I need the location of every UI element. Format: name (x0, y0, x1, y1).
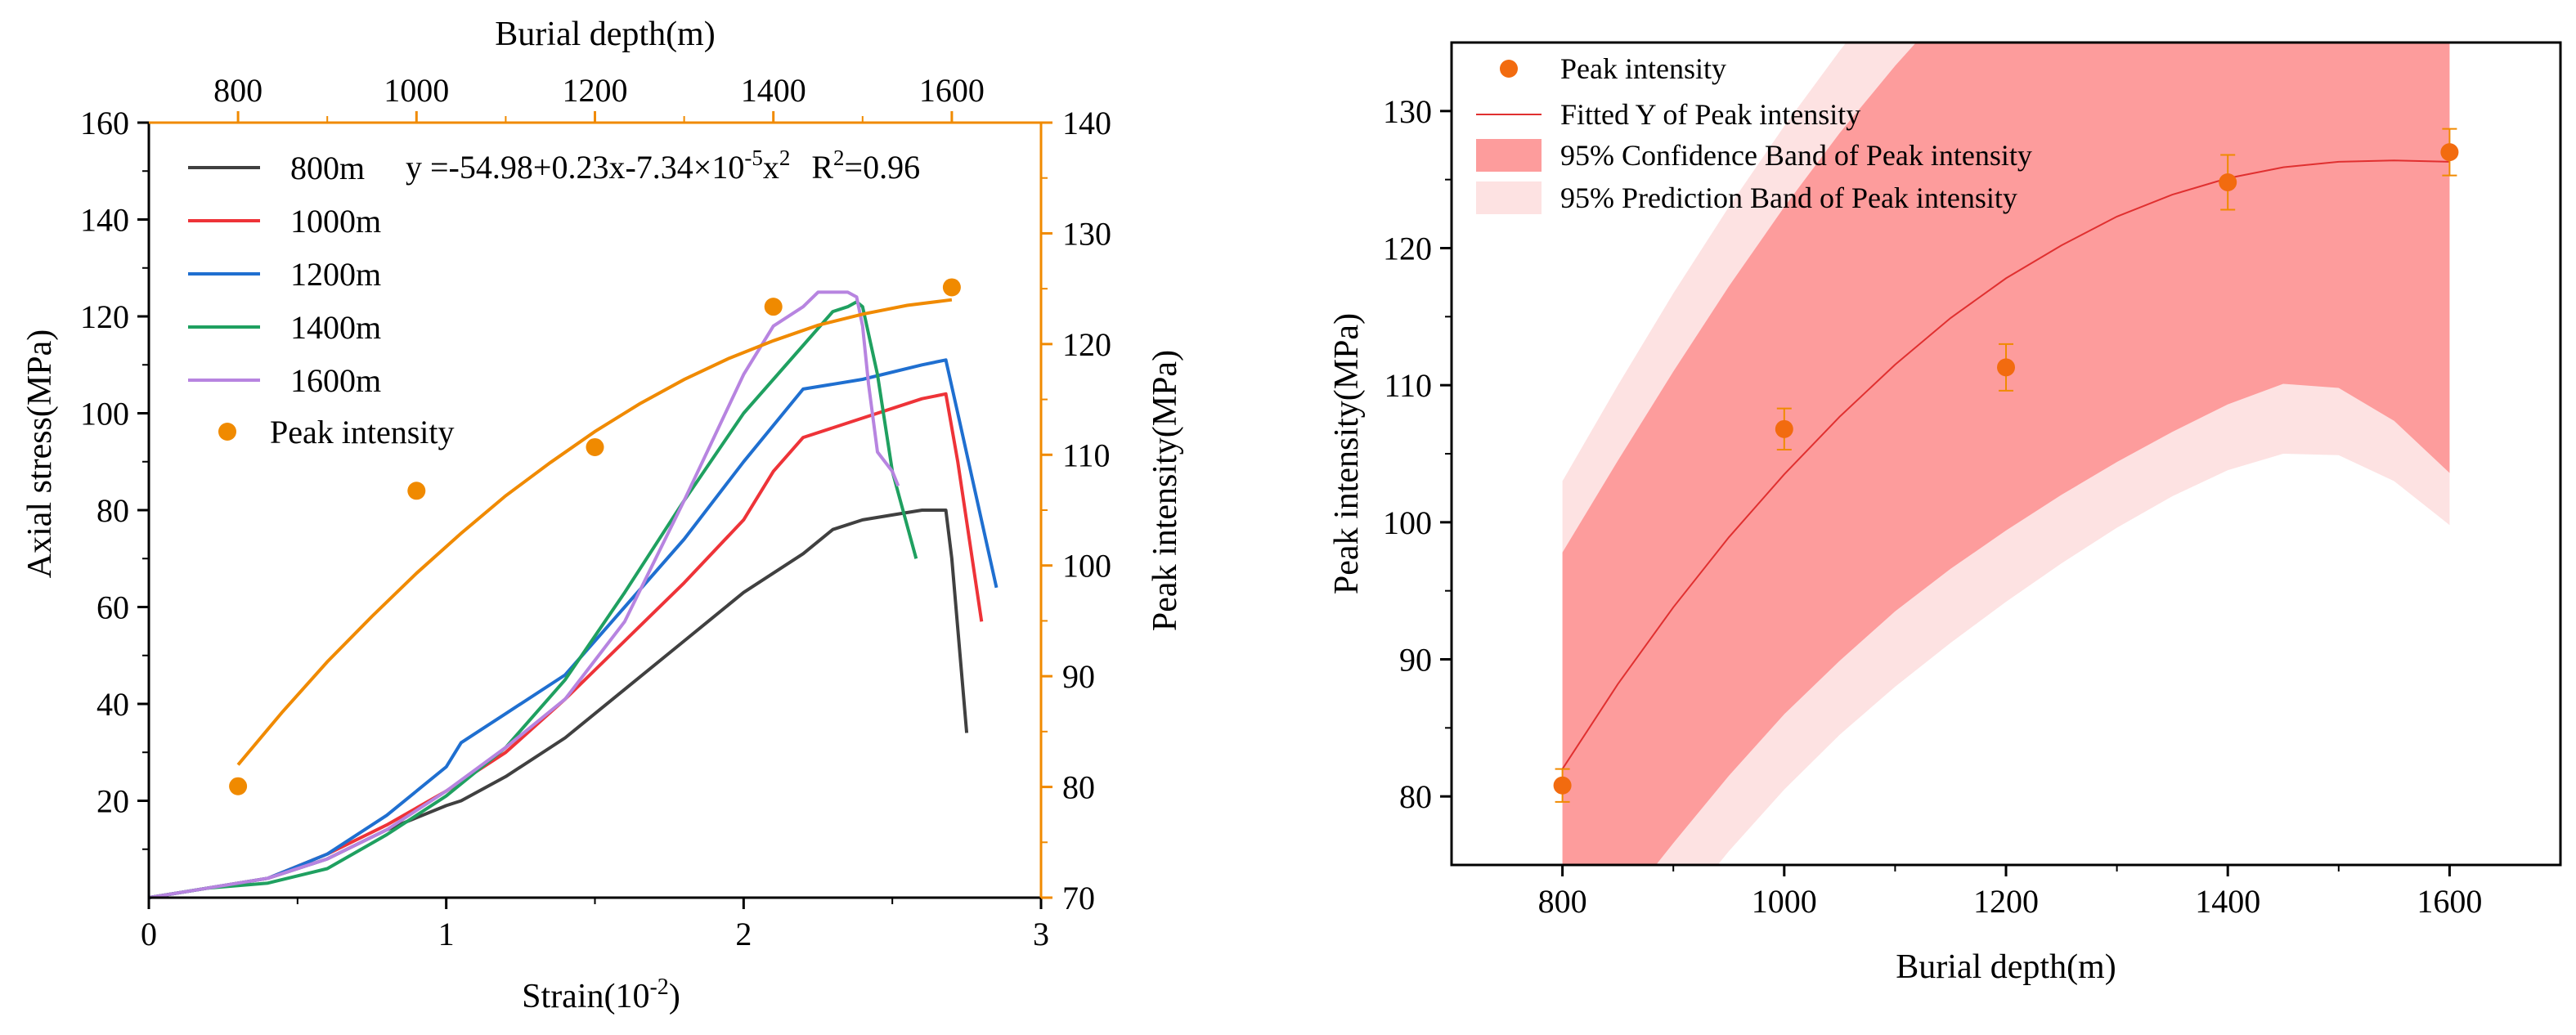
legend-label-1600m: 1600m (290, 362, 381, 399)
confidence-band (1562, 43, 2450, 865)
right-x-axis-title: Burial depth(m) (1896, 948, 2116, 986)
right-y-tick-label: 100 (1383, 504, 1432, 541)
left-fit-curve (236, 298, 953, 766)
legend-label-peak: Peak intensity (270, 414, 455, 450)
right-legend-confidence-swatch (1476, 139, 1542, 172)
right-y-axis-title: Peak intensity(MPa) (1328, 313, 1366, 594)
left-y-axis-title: Axial stress(MPa) (21, 329, 59, 578)
peak-point (942, 278, 961, 297)
fit-equation: y =-54.98+0.23x-7.34×10-5x2 R2=0.96 (406, 146, 920, 186)
left-y-tick-label: 60 (96, 589, 129, 626)
right-y-tick-label: 120 (1383, 231, 1432, 267)
left-y-tick-label: 160 (80, 105, 129, 141)
left-y2-tick-label: 90 (1062, 658, 1095, 695)
data-point (1553, 776, 1572, 795)
fitted-line (1561, 159, 2450, 770)
series-line-1000m (148, 392, 984, 899)
peak-point (229, 777, 248, 795)
right-legend-label-peak: Peak intensity (1560, 52, 1726, 85)
left-top-axis-title: Burial depth(m) (495, 16, 715, 53)
left-x-axis-title-main: Strain(10 (522, 978, 649, 1015)
right-x-tick-label: 800 (1538, 883, 1587, 920)
left-y2-tick-label: 110 (1062, 437, 1111, 473)
left-y-tick-label: 120 (80, 298, 129, 335)
right-chart: 800 1000 1200 1400 1600 80 90 100 110 120 130 Buri… (1328, 41, 2562, 986)
left-legend: 800m 1000m 1200m 1400m 1600m Peak intens… (188, 150, 455, 450)
left-x-axis-title-sup: -2 (649, 975, 668, 1000)
left-x-axis-title: Strain(10-2) (522, 975, 680, 1015)
legend-label-1000m: 1000m (290, 203, 381, 240)
left-x2-tick-label: 1200 (563, 72, 628, 109)
right-y-tick-label: 80 (1399, 778, 1432, 815)
right-legend-prediction-swatch (1476, 181, 1542, 214)
right-points (1553, 128, 2459, 803)
peak-point (407, 482, 426, 500)
left-y-tick-label: 80 (96, 492, 129, 529)
right-axes: 800 1000 1200 1400 1600 80 90 100 110 120 130 (1383, 41, 2562, 920)
peak-point (764, 298, 783, 316)
left-y-tick-label: 20 (96, 783, 129, 820)
data-point (2219, 173, 2237, 192)
fitted-curve (236, 298, 953, 766)
left-series-lines (148, 290, 999, 899)
right-x-tick-label: 1200 (1973, 883, 2039, 920)
right-fit-curve (1561, 159, 2450, 770)
left-peak-points (229, 278, 961, 795)
left-y-tick-label: 40 (96, 686, 129, 723)
right-legend-marker (1500, 60, 1518, 78)
r2-prefix: R (811, 149, 833, 186)
left-y2-tick-label: 120 (1062, 326, 1111, 363)
data-point (1997, 358, 2015, 377)
right-legend-label-prediction: 95% Prediction Band of Peak intensity (1560, 181, 2017, 214)
r2-exp: 2 (833, 146, 845, 170)
left-x-tick-label: 1 (438, 916, 455, 952)
left-x2-tick-label: 800 (213, 72, 263, 109)
r2-value: =0.96 (845, 149, 921, 186)
left-y-tick-label: 140 (80, 202, 129, 239)
equation-prefix: y =-54.98+0.23x-7.34×10 (406, 149, 744, 186)
left-y2-tick-label: 130 (1062, 215, 1111, 252)
right-legend-label-fit: Fitted Y of Peak intensity (1560, 98, 1860, 131)
legend-label-800m: 800m (290, 150, 365, 186)
left-x2-tick-label: 1000 (384, 72, 449, 109)
legend-marker-peak (218, 423, 236, 441)
equation-mid: x (763, 149, 779, 186)
right-bands (1562, 43, 2450, 865)
left-x2-tick-label: 1400 (741, 72, 806, 109)
left-x-tick-label: 0 (141, 916, 157, 952)
right-y-tick-label: 90 (1399, 642, 1432, 679)
peak-point (586, 437, 604, 456)
left-chart: 0 1 2 3 20 40 60 80 100 120 140 160 70 80 90 100 110 120 1… (21, 16, 1184, 1015)
left-y2-tick-label: 70 (1062, 880, 1095, 916)
left-y2-tick-label: 80 (1062, 769, 1095, 806)
data-point (2440, 143, 2459, 162)
equation-exp2: 2 (779, 146, 791, 170)
left-y2-tick-label: 100 (1062, 548, 1111, 585)
legend-label-1400m: 1400m (290, 309, 381, 346)
right-y-tick-label: 130 (1383, 93, 1432, 130)
left-y2-axis-title: Peak intensity(MPa) (1147, 350, 1184, 631)
right-y-tick-label: 110 (1384, 367, 1432, 404)
left-axes: 0 1 2 3 20 40 60 80 100 120 140 160 70 80 90 100 110 120 1… (80, 72, 1111, 952)
series-line-1200m (148, 358, 999, 899)
left-y2-tick-label: 140 (1062, 105, 1111, 141)
left-x2-tick-label: 1600 (919, 72, 985, 109)
data-point (1775, 419, 1793, 438)
right-x-tick-label: 1400 (2195, 883, 2260, 920)
right-x-tick-label: 1600 (2417, 883, 2482, 920)
legend-label-1200m: 1200m (290, 256, 381, 293)
left-y-tick-label: 100 (80, 396, 129, 432)
right-legend-label-confidence: 95% Confidence Band of Peak intensity (1560, 139, 2032, 172)
left-x-tick-label: 2 (735, 916, 752, 952)
right-legend: Peak intensity Fitted Y of Peak intensit… (1476, 52, 2032, 214)
left-x-tick-label: 3 (1033, 916, 1049, 952)
series-line-1600m (148, 290, 900, 899)
right-x-tick-label: 1000 (1752, 883, 1817, 920)
equation-exp1: -5 (744, 146, 763, 170)
left-x-axis-title-end: ) (669, 978, 680, 1015)
